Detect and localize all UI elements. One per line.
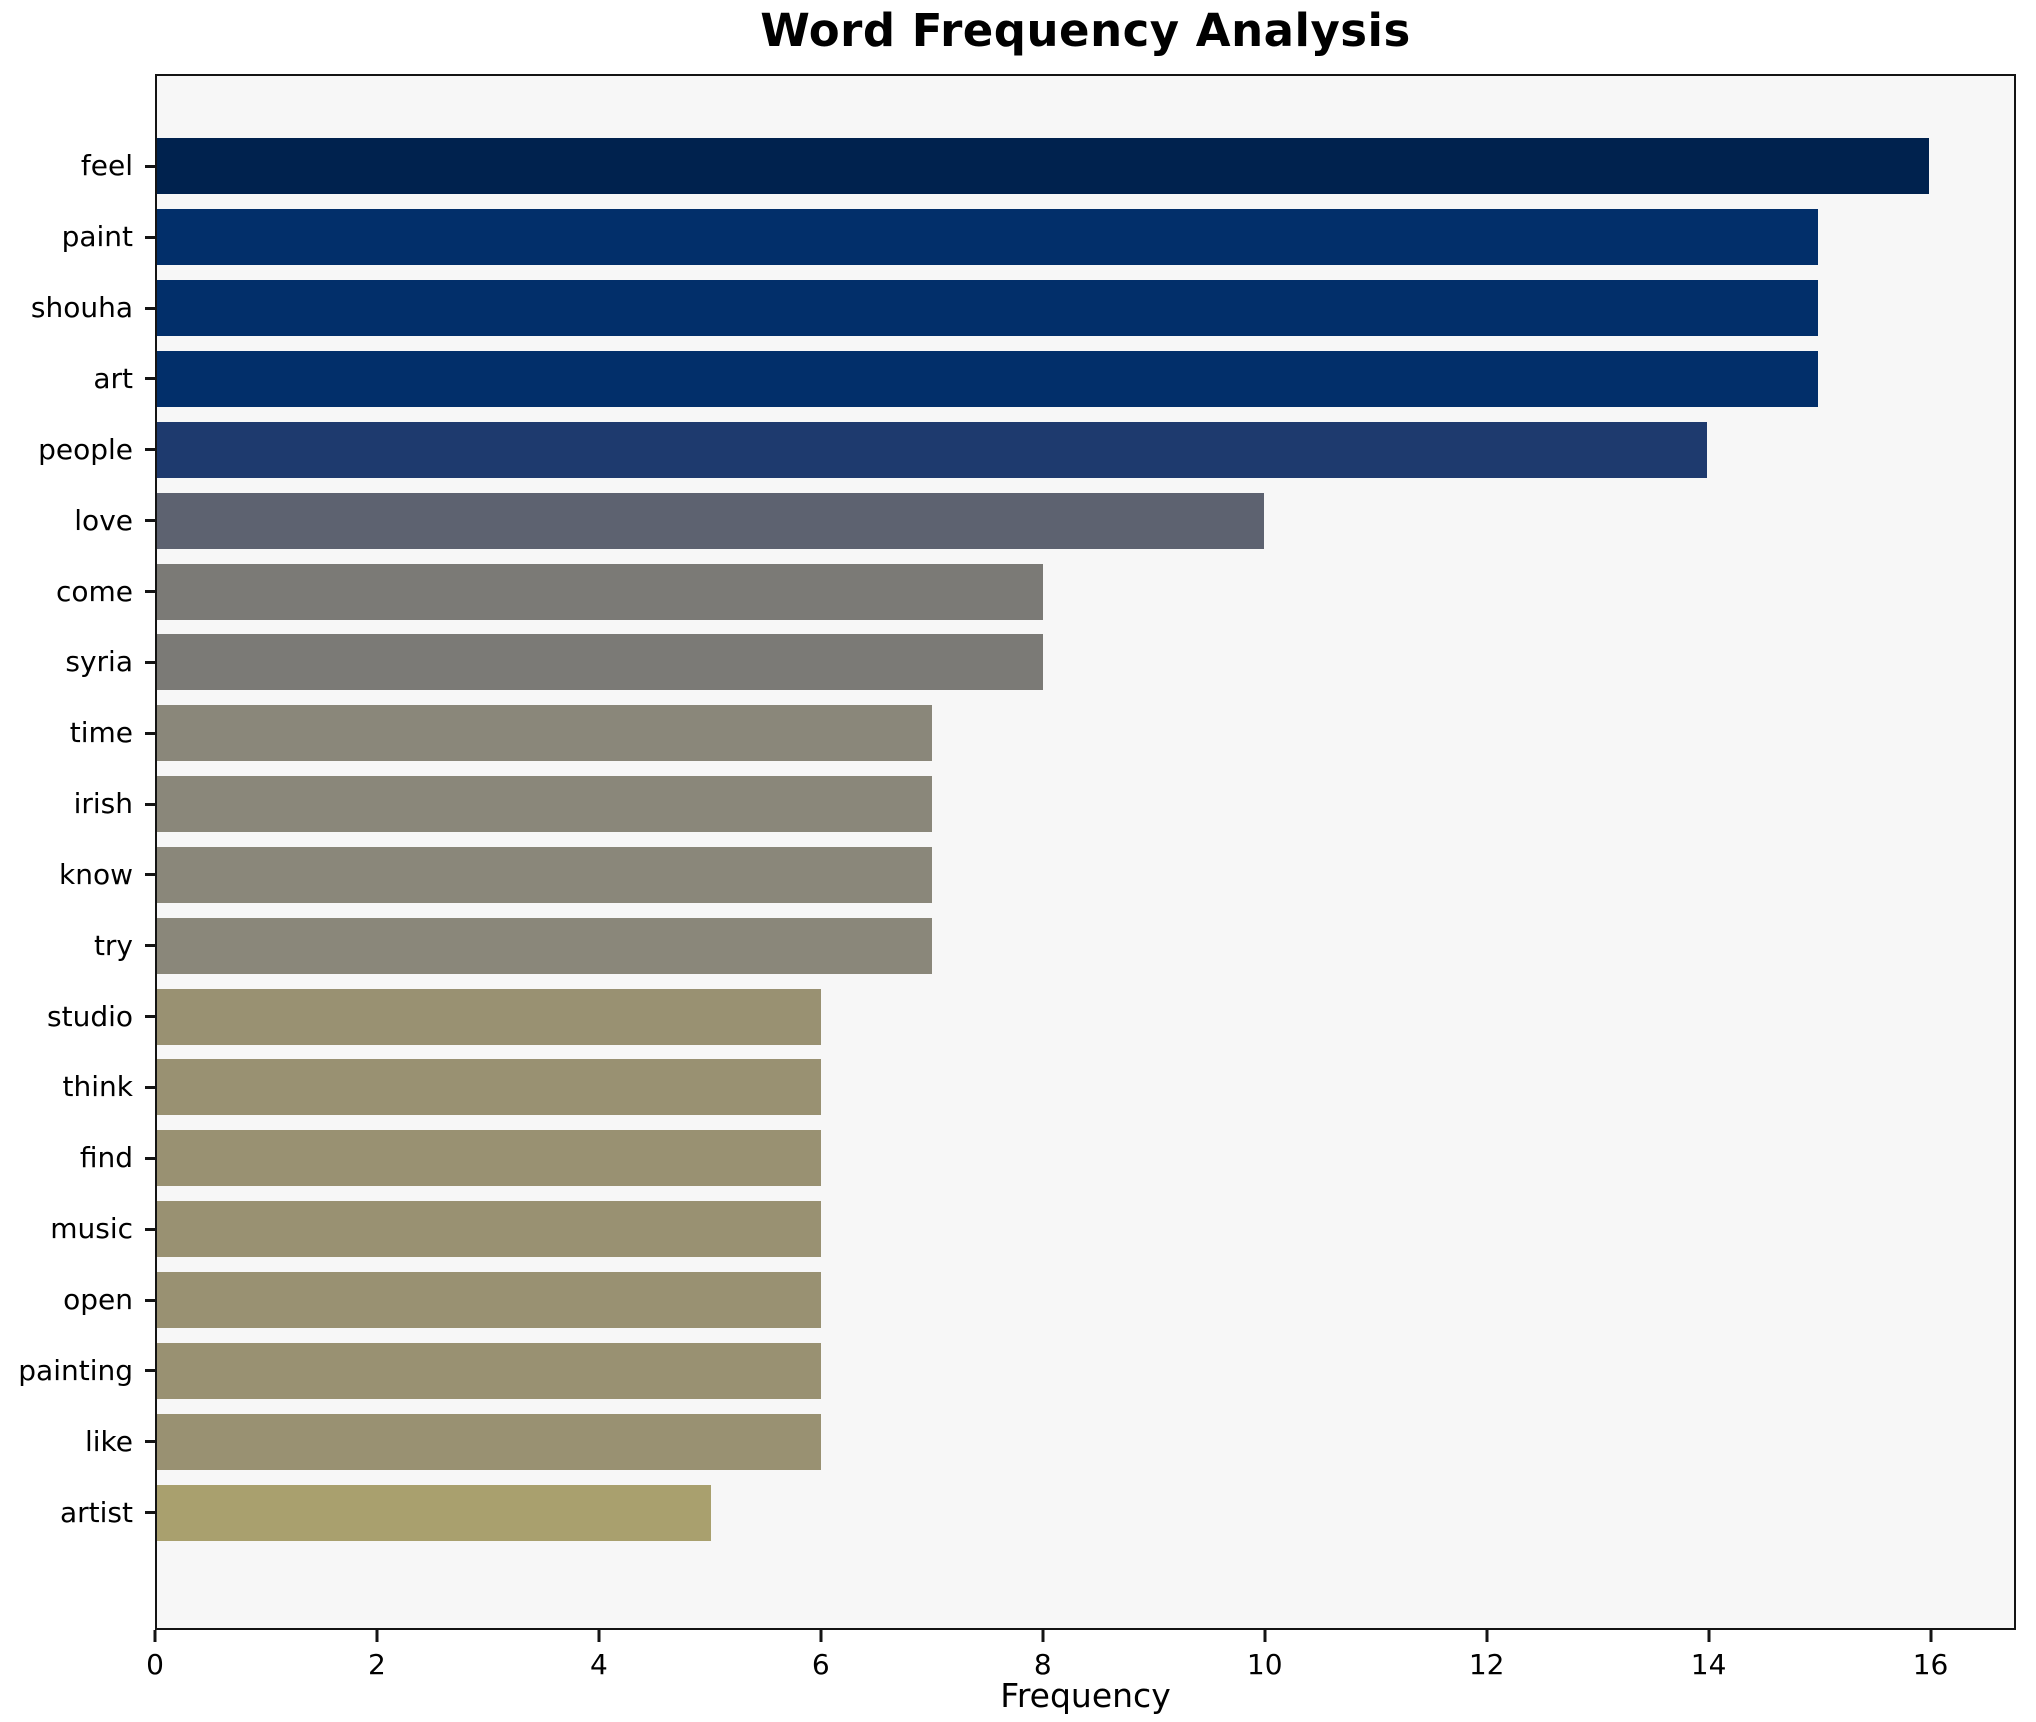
- bar-think: [157, 1059, 822, 1116]
- y-axis-labels: feel paint shouha art people love come syria tim…: [0, 74, 155, 1630]
- bar-know: [157, 846, 933, 903]
- y-tick-label-music: music: [50, 1212, 133, 1246]
- y-tick-mark: [145, 944, 155, 948]
- y-tick-label-irish: irish: [73, 787, 133, 821]
- x-tick-mark: [1041, 1630, 1045, 1642]
- y-tick-mark: [145, 1511, 155, 1515]
- y-tick-label-people: people: [38, 432, 133, 466]
- x-tick-mark: [1929, 1630, 1933, 1642]
- x-tick-label-6: 6: [811, 1648, 830, 1681]
- y-tick-mark: [145, 164, 155, 168]
- x-tick-mark: [375, 1630, 379, 1642]
- y-tick-label-think: think: [62, 1070, 133, 1104]
- y-tick-mark: [145, 873, 155, 877]
- y-tick-label-feel: feel: [80, 149, 133, 183]
- bar-music: [157, 1201, 822, 1258]
- bar-art: [157, 350, 1818, 407]
- y-tick-mark: [145, 1440, 155, 1444]
- y-tick-mark: [145, 448, 155, 452]
- bar-like: [157, 1413, 822, 1470]
- y-tick-label-syria: syria: [65, 645, 133, 679]
- x-tick-label-2: 2: [368, 1648, 386, 1681]
- y-tick-mark: [145, 306, 155, 310]
- y-tick-mark: [145, 1156, 155, 1160]
- x-tick-label-4: 4: [589, 1648, 608, 1681]
- x-axis-label: Frequency: [1000, 1676, 1171, 1715]
- y-tick-label-like: like: [84, 1424, 133, 1458]
- x-tick-label-16: 16: [1912, 1648, 1949, 1681]
- x-tick-label-12: 12: [1468, 1648, 1505, 1681]
- x-tick-label-10: 10: [1246, 1648, 1283, 1681]
- bar-irish: [157, 776, 933, 833]
- y-tick-label-shouha: shouha: [30, 291, 133, 325]
- x-tick-mark: [1707, 1630, 1711, 1642]
- plot-area: [155, 74, 2016, 1630]
- bar-studio: [157, 988, 822, 1045]
- x-tick-label-0: 0: [146, 1648, 164, 1681]
- x-tick-mark: [1485, 1630, 1489, 1642]
- y-tick-mark: [145, 590, 155, 594]
- y-tick-mark: [145, 731, 155, 735]
- bar-shouha: [157, 280, 1818, 337]
- bar-artist: [157, 1484, 711, 1541]
- y-tick-mark: [145, 1298, 155, 1302]
- y-tick-mark: [145, 1085, 155, 1089]
- x-tick-mark: [1263, 1630, 1267, 1642]
- y-tick-label-art: art: [93, 361, 133, 395]
- chart-title: Word Frequency Analysis: [760, 4, 1411, 57]
- bar-time: [157, 705, 933, 762]
- y-tick-label-try: try: [93, 928, 133, 962]
- x-tick-mark: [819, 1630, 823, 1642]
- x-tick-mark: [597, 1630, 601, 1642]
- y-tick-label-open: open: [63, 1283, 133, 1317]
- y-tick-mark: [145, 802, 155, 806]
- y-tick-label-painting: painting: [18, 1353, 133, 1387]
- bar-love: [157, 492, 1265, 549]
- y-tick-label-find: find: [79, 1141, 133, 1175]
- bar-find: [157, 1130, 822, 1187]
- bar-feel: [157, 138, 1929, 195]
- y-tick-label-paint: paint: [61, 220, 133, 254]
- y-tick-mark: [145, 1015, 155, 1019]
- bar-open: [157, 1272, 822, 1329]
- bar-try: [157, 917, 933, 974]
- y-tick-mark: [145, 1369, 155, 1373]
- y-tick-label-studio: studio: [47, 999, 133, 1033]
- bar-paint: [157, 209, 1818, 266]
- x-axis: 0 2 4 6 8 10 12 14 16: [146, 1630, 2016, 1700]
- x-tick-mark: [153, 1630, 157, 1642]
- y-tick-label-come: come: [55, 574, 133, 608]
- bar-come: [157, 563, 1043, 620]
- bar-people: [157, 421, 1708, 478]
- y-tick-mark: [145, 519, 155, 523]
- y-tick-mark: [145, 235, 155, 239]
- bar-painting: [157, 1342, 822, 1399]
- y-tick-mark: [145, 377, 155, 381]
- x-tick-label-8: 8: [1033, 1648, 1052, 1681]
- y-tick-label-time: time: [69, 716, 133, 750]
- y-tick-label-artist: artist: [60, 1495, 133, 1529]
- bar-syria: [157, 634, 1043, 691]
- y-tick-label-know: know: [59, 857, 133, 891]
- y-tick-label-love: love: [74, 503, 133, 537]
- x-tick-label-14: 14: [1690, 1648, 1727, 1681]
- y-tick-mark: [145, 660, 155, 664]
- y-tick-mark: [145, 1227, 155, 1231]
